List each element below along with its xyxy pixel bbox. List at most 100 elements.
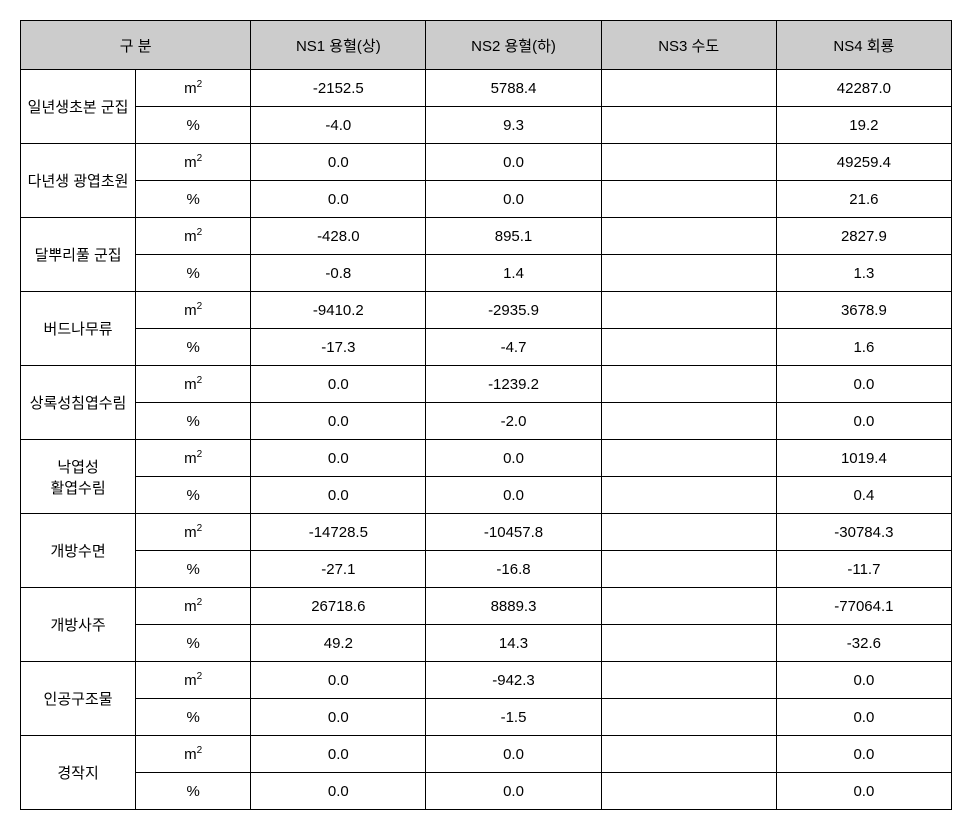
header-category: 구 분 <box>21 21 251 70</box>
unit-percent: % <box>136 625 251 662</box>
unit-percent: % <box>136 329 251 366</box>
cell-value: 0.4 <box>776 477 951 514</box>
cell-value: 0.0 <box>251 144 426 181</box>
cell-value <box>601 736 776 773</box>
row-label: 개방사주 <box>21 588 136 662</box>
cell-value <box>601 292 776 329</box>
row-label: 다년생 광엽초원 <box>21 144 136 218</box>
cell-value: -9410.2 <box>251 292 426 329</box>
cell-value <box>601 477 776 514</box>
unit-percent: % <box>136 773 251 810</box>
table-row: %0.00.00.4 <box>21 477 952 514</box>
table-header: 구 분 NS1 용혈(상) NS2 용혈(하) NS3 수도 NS4 회룡 <box>21 21 952 70</box>
cell-value: 0.0 <box>251 366 426 403</box>
cell-value <box>601 588 776 625</box>
cell-value <box>601 403 776 440</box>
cell-value: 0.0 <box>251 440 426 477</box>
cell-value: 0.0 <box>251 477 426 514</box>
unit-m2: m2 <box>136 440 251 477</box>
cell-value: -4.0 <box>251 107 426 144</box>
cell-value: -27.1 <box>251 551 426 588</box>
cell-value: -11.7 <box>776 551 951 588</box>
cell-value: 1.6 <box>776 329 951 366</box>
cell-value: 0.0 <box>776 403 951 440</box>
row-label: 인공구조물 <box>21 662 136 736</box>
data-table: 구 분 NS1 용혈(상) NS2 용혈(하) NS3 수도 NS4 회룡 일년… <box>20 20 952 810</box>
cell-value: 0.0 <box>776 773 951 810</box>
unit-percent: % <box>136 551 251 588</box>
header-ns1: NS1 용혈(상) <box>251 21 426 70</box>
cell-value: 1.4 <box>426 255 601 292</box>
cell-value: 0.0 <box>251 736 426 773</box>
unit-percent: % <box>136 699 251 736</box>
unit-percent: % <box>136 477 251 514</box>
table-row: %0.00.021.6 <box>21 181 952 218</box>
cell-value: -16.8 <box>426 551 601 588</box>
cell-value: -1239.2 <box>426 366 601 403</box>
unit-m2: m2 <box>136 218 251 255</box>
table-row: 개방사주m226718.68889.3-77064.1 <box>21 588 952 625</box>
cell-value: 3678.9 <box>776 292 951 329</box>
table-row: 일년생초본 군집m2-2152.55788.442287.0 <box>21 70 952 107</box>
cell-value: 0.0 <box>426 736 601 773</box>
table-row: 상록성침엽수림m20.0-1239.20.0 <box>21 366 952 403</box>
cell-value: 49259.4 <box>776 144 951 181</box>
table-row: 낙엽성활엽수림m20.00.01019.4 <box>21 440 952 477</box>
cell-value <box>601 218 776 255</box>
unit-percent: % <box>136 403 251 440</box>
unit-percent: % <box>136 107 251 144</box>
cell-value: -0.8 <box>251 255 426 292</box>
cell-value: 26718.6 <box>251 588 426 625</box>
unit-m2: m2 <box>136 588 251 625</box>
table-row: %0.0-1.50.0 <box>21 699 952 736</box>
table-body: 일년생초본 군집m2-2152.55788.442287.0%-4.09.319… <box>21 70 952 810</box>
cell-value <box>601 662 776 699</box>
cell-value: 0.0 <box>251 181 426 218</box>
table-row: 인공구조물m20.0-942.30.0 <box>21 662 952 699</box>
cell-value: 895.1 <box>426 218 601 255</box>
cell-value: 9.3 <box>426 107 601 144</box>
row-label: 일년생초본 군집 <box>21 70 136 144</box>
cell-value: 0.0 <box>426 181 601 218</box>
cell-value: 0.0 <box>776 736 951 773</box>
table-row: 경작지m20.00.00.0 <box>21 736 952 773</box>
unit-m2: m2 <box>136 366 251 403</box>
table-row: %-17.3-4.7 1.6 <box>21 329 952 366</box>
table-row: 달뿌리풀 군집m2-428.0895.12827.9 <box>21 218 952 255</box>
cell-value: -30784.3 <box>776 514 951 551</box>
cell-value <box>601 773 776 810</box>
cell-value: 5788.4 <box>426 70 601 107</box>
cell-value <box>601 440 776 477</box>
cell-value <box>601 699 776 736</box>
cell-value: -4.7 <box>426 329 601 366</box>
unit-m2: m2 <box>136 70 251 107</box>
cell-value: 0.0 <box>426 477 601 514</box>
cell-value: 8889.3 <box>426 588 601 625</box>
unit-percent: % <box>136 255 251 292</box>
cell-value: 0.0 <box>251 662 426 699</box>
cell-value: -2152.5 <box>251 70 426 107</box>
unit-m2: m2 <box>136 736 251 773</box>
cell-value: 0.0 <box>251 699 426 736</box>
cell-value: -17.3 <box>251 329 426 366</box>
cell-value: -77064.1 <box>776 588 951 625</box>
unit-m2: m2 <box>136 514 251 551</box>
cell-value <box>601 514 776 551</box>
unit-m2: m2 <box>136 662 251 699</box>
cell-value: 0.0 <box>426 440 601 477</box>
cell-value: 1.3 <box>776 255 951 292</box>
unit-m2: m2 <box>136 292 251 329</box>
table-row: %49.214.3-32.6 <box>21 625 952 662</box>
cell-value: 0.0 <box>776 662 951 699</box>
cell-value: 0.0 <box>426 773 601 810</box>
cell-value <box>601 70 776 107</box>
cell-value: 0.0 <box>426 144 601 181</box>
table-row: %0.0-2.00.0 <box>21 403 952 440</box>
cell-value: -14728.5 <box>251 514 426 551</box>
cell-value: -428.0 <box>251 218 426 255</box>
table-row: 다년생 광엽초원m20.00.049259.4 <box>21 144 952 181</box>
table-row: %-0.81.4 1.3 <box>21 255 952 292</box>
header-ns2: NS2 용혈(하) <box>426 21 601 70</box>
unit-percent: % <box>136 181 251 218</box>
row-label: 상록성침엽수림 <box>21 366 136 440</box>
